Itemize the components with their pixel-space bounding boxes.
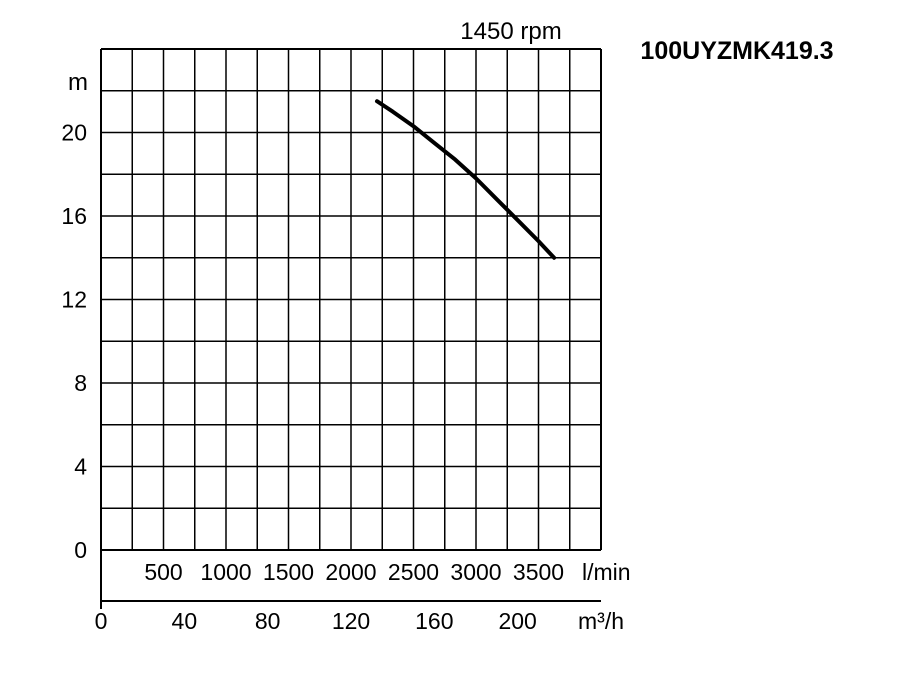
y-tick-label: 16 (61, 203, 87, 229)
secondary-x-tick-label: 3000 (450, 559, 501, 585)
x-tick-label: 160 (415, 608, 453, 634)
head-curve (375, 99, 557, 260)
model-title: 100UYZMK419.3 (640, 37, 833, 65)
plot-grid (100, 48, 602, 609)
secondary-x-unit-label: l/min (582, 559, 631, 585)
x-tick-label: 120 (332, 608, 370, 634)
x-unit-label: m³/h (578, 608, 624, 634)
x-tick-label: 80 (255, 608, 281, 634)
secondary-x-tick-label: 2500 (388, 559, 439, 585)
secondary-x-tick-label: 1000 (200, 559, 251, 585)
x-tick-label: 40 (172, 608, 198, 634)
secondary-x-tick-label: 1500 (263, 559, 314, 585)
speed-label: 1450 rpm (460, 18, 561, 45)
x-tick-label: 200 (498, 608, 536, 634)
y-tick-label: 8 (74, 370, 87, 396)
secondary-x-tick-label: 2000 (325, 559, 376, 585)
y-tick-label: 4 (74, 454, 87, 480)
secondary-x-tick-label: 3500 (513, 559, 564, 585)
x-tick-label: 0 (95, 608, 108, 634)
secondary-x-tick-label: 500 (144, 559, 182, 585)
y-unit-label: m (68, 69, 88, 96)
y-tick-label: 12 (61, 287, 87, 313)
y-tick-label: 20 (61, 120, 87, 146)
y-tick-label: 0 (74, 537, 87, 563)
